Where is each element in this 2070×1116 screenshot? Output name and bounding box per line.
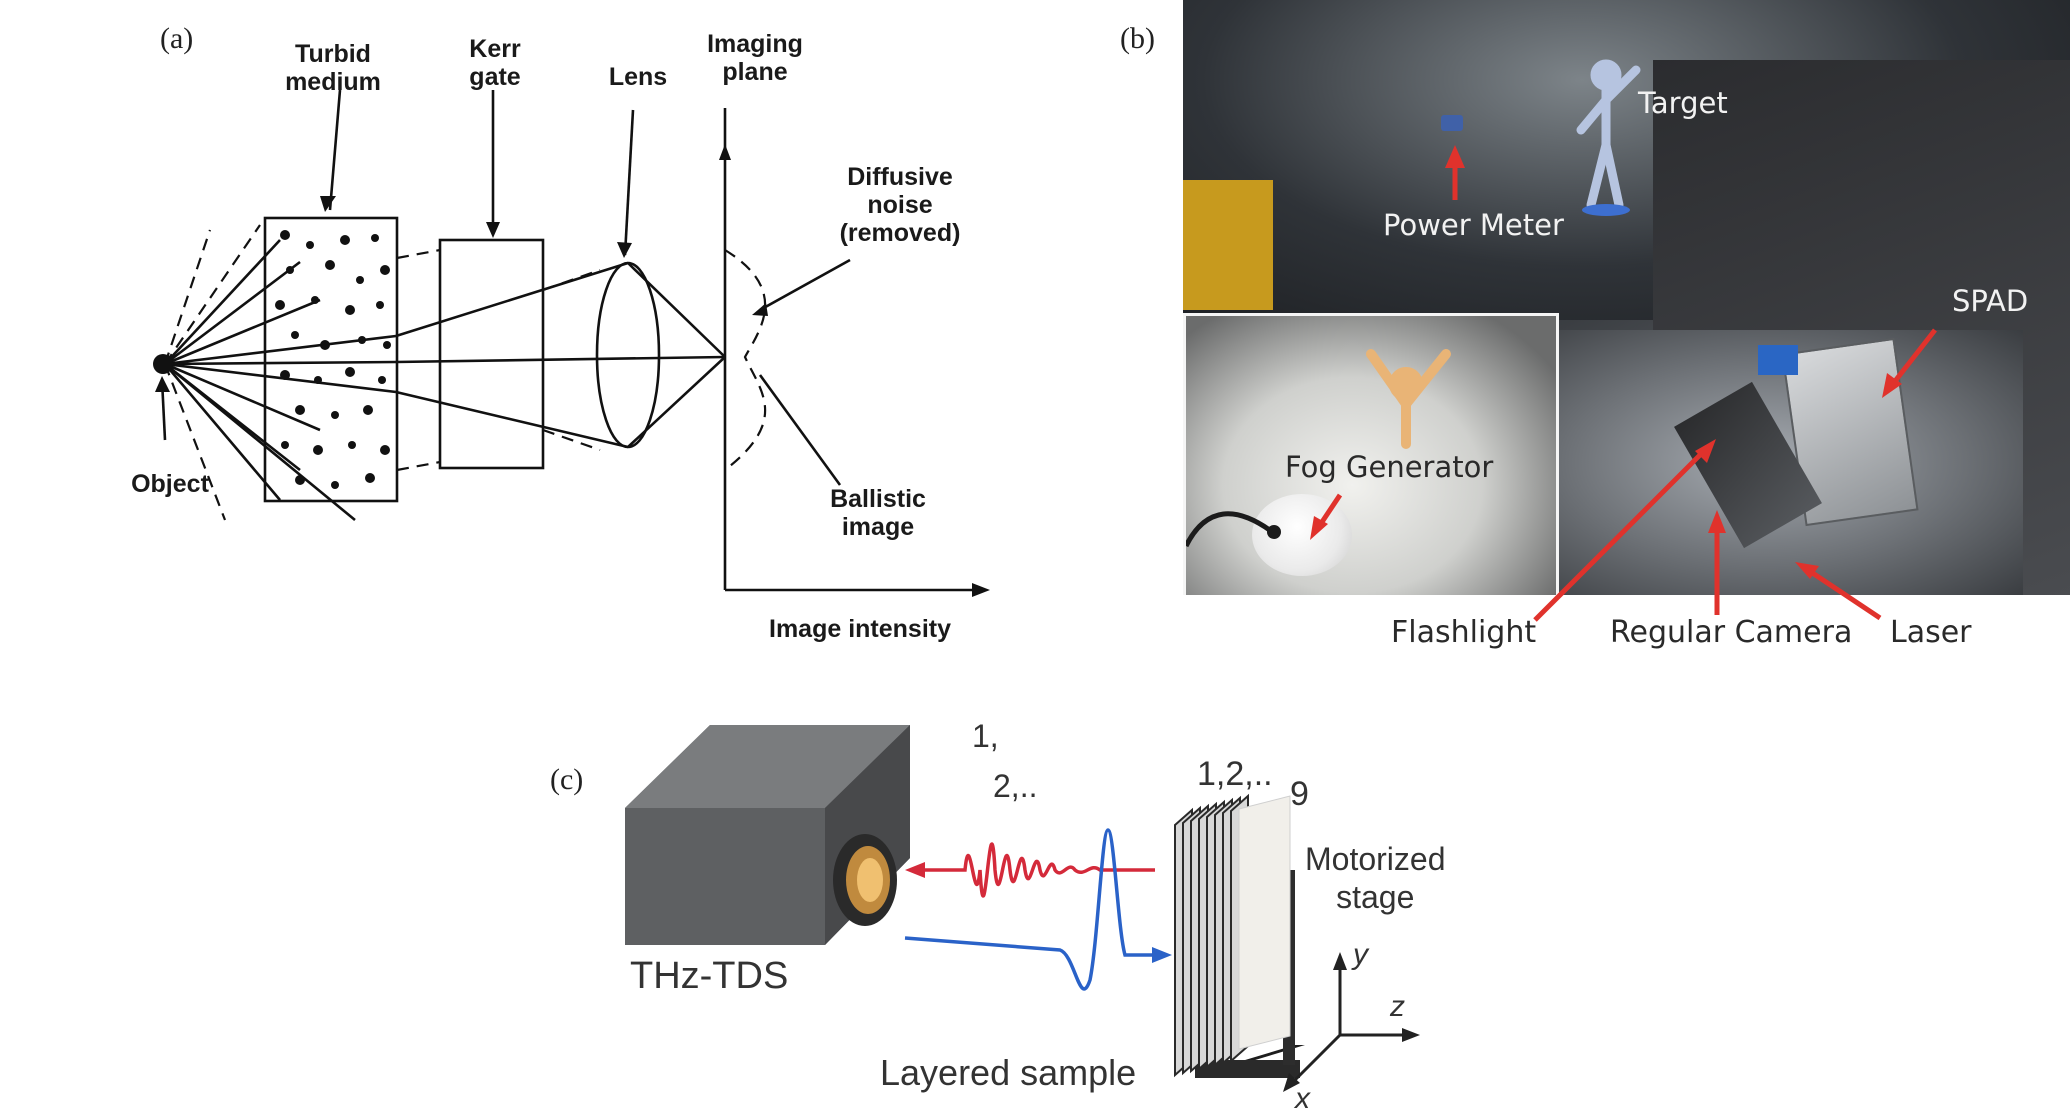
order-label-1: 1, bbox=[972, 718, 999, 754]
panel-c-tag: (c) bbox=[550, 763, 584, 796]
flashlight-label: Flashlight bbox=[1391, 615, 1537, 650]
axis-x-label: x bbox=[1295, 1082, 1310, 1115]
ballistic-image-label: Ballistic image bbox=[830, 485, 926, 541]
object-label: Object bbox=[131, 470, 209, 498]
reflected-wave bbox=[920, 842, 1155, 898]
layered-sample bbox=[1174, 793, 1305, 1078]
lens-label: Lens bbox=[608, 63, 668, 91]
power-meter-device bbox=[1441, 115, 1463, 131]
thz-tds-device bbox=[625, 725, 910, 945]
order-label-2: 2,.. bbox=[993, 768, 1038, 804]
kerr-gate-label: Kerr gate bbox=[469, 35, 521, 91]
panel-b-tag: (b) bbox=[1120, 22, 1155, 55]
laser-label: Laser bbox=[1890, 615, 1972, 650]
fog-figure bbox=[1366, 349, 1451, 449]
fog-generator-inset bbox=[1183, 313, 1559, 595]
blue-mount bbox=[1758, 345, 1798, 375]
imaging-plane-label: Imaging plane bbox=[707, 30, 803, 86]
power-meter-label: Power Meter bbox=[1383, 208, 1564, 242]
target-figure bbox=[1576, 59, 1641, 216]
fog-cable bbox=[1186, 511, 1281, 548]
regular-camera-label: Regular Camera bbox=[1610, 615, 1853, 650]
yellow-box bbox=[1183, 180, 1273, 310]
thz-tds-label: THz-TDS bbox=[630, 955, 789, 997]
axis-y-label: y bbox=[1353, 938, 1368, 971]
object-point bbox=[153, 354, 173, 374]
layer-nine-label: 9 bbox=[1290, 775, 1309, 813]
motorized-stage-label: Motorized stage bbox=[1305, 841, 1446, 916]
fog-generator-label: Fog Generator bbox=[1285, 450, 1494, 484]
axis-z-label: z bbox=[1390, 990, 1405, 1023]
panel-a-schematic bbox=[153, 89, 990, 597]
setup-photo bbox=[1183, 0, 2070, 595]
incident-wave bbox=[904, 828, 1155, 991]
layers-label: 1,2,.. bbox=[1197, 755, 1273, 793]
panel-a-tag: (a) bbox=[160, 22, 194, 55]
target-label: Target bbox=[1638, 86, 1728, 120]
coordinate-axes bbox=[1283, 952, 1420, 1092]
turbid-medium-label: Turbid medium bbox=[285, 40, 381, 96]
layered-sample-label: Layered sample bbox=[880, 1052, 1137, 1093]
panel-b-arrows bbox=[1310, 145, 1937, 622]
diffusive-noise-label: Diffusive noise (removed) bbox=[839, 163, 961, 247]
spad-label: SPAD bbox=[1952, 284, 2029, 318]
kerr-gate-box bbox=[438, 238, 545, 470]
image-intensity-label: Image intensity bbox=[769, 615, 951, 643]
